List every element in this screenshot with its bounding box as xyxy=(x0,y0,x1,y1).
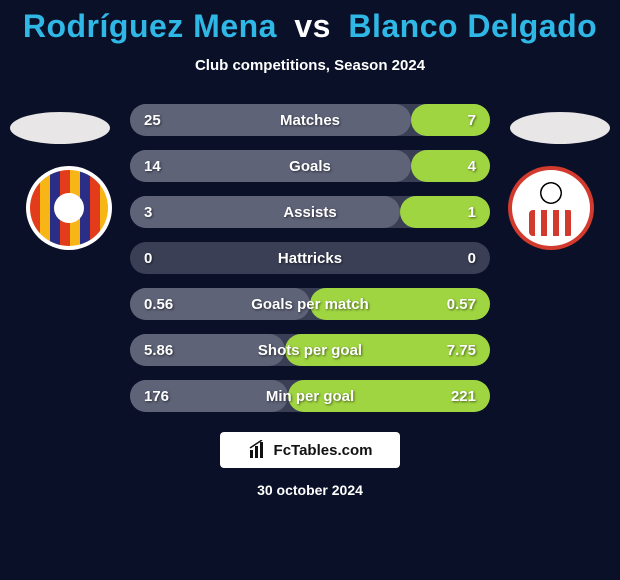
stat-label: Goals xyxy=(130,150,490,182)
stat-row: 176221Min per goal xyxy=(130,380,490,412)
stat-label: Hattricks xyxy=(130,242,490,274)
season-subtitle: Club competitions, Season 2024 xyxy=(0,57,620,74)
stat-label: Shots per goal xyxy=(130,334,490,366)
brand-text: FcTables.com xyxy=(274,442,373,459)
stat-row: 0.560.57Goals per match xyxy=(130,288,490,320)
stat-row: 31Assists xyxy=(130,196,490,228)
player2-club-crest-icon xyxy=(508,166,594,250)
stat-label: Min per goal xyxy=(130,380,490,412)
stat-row: 257Matches xyxy=(130,104,490,136)
stat-label: Assists xyxy=(130,196,490,228)
stat-label: Matches xyxy=(130,104,490,136)
stat-row: 5.867.75Shots per goal xyxy=(130,334,490,366)
player2-name: Blanco Delgado xyxy=(348,8,597,44)
player1-silhouette-icon xyxy=(10,112,110,144)
vs-separator: vs xyxy=(294,8,331,44)
stat-row: 144Goals xyxy=(130,150,490,182)
comparison-content: 257Matches 144Goals 31Assists 00Hattricks 0.… xyxy=(0,104,620,412)
stat-label: Goals per match xyxy=(130,288,490,320)
comparison-title: Rodríguez Mena vs Blanco Delgado xyxy=(0,0,620,45)
footer-date: 30 october 2024 xyxy=(0,482,620,498)
stat-bars: 257Matches 144Goals 31Assists 00Hattricks 0.… xyxy=(130,104,490,412)
brand-badge: FcTables.com xyxy=(220,432,400,468)
player1-name: Rodríguez Mena xyxy=(23,8,277,44)
chart-icon xyxy=(248,440,268,460)
stat-row: 00Hattricks xyxy=(130,242,490,274)
player2-silhouette-icon xyxy=(510,112,610,144)
player1-club-crest-icon xyxy=(26,166,112,250)
